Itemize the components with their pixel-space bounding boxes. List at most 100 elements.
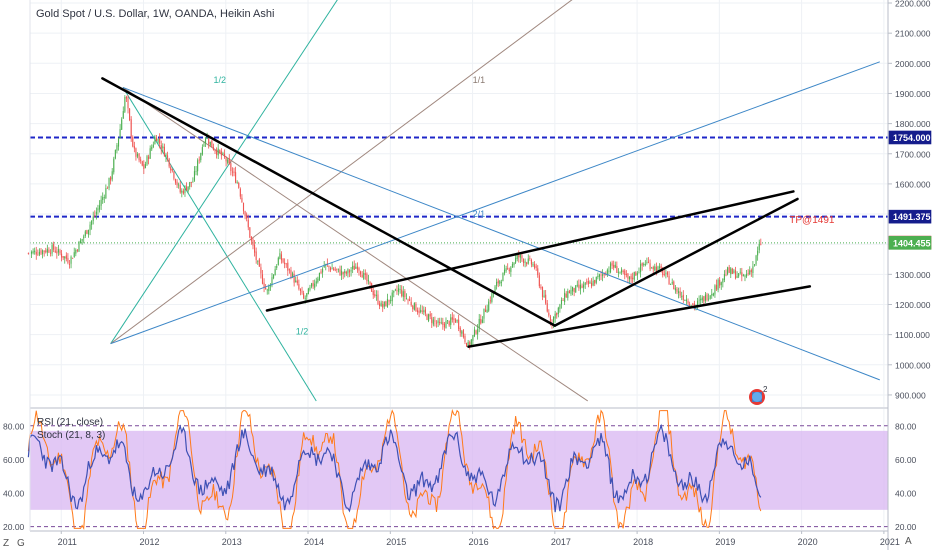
candle — [260, 263, 262, 279]
candle-body — [345, 271, 347, 274]
candle — [497, 278, 499, 288]
candle-body — [181, 190, 183, 193]
candle — [37, 249, 39, 256]
candle — [666, 271, 669, 278]
candle-body — [46, 248, 48, 253]
candle-body — [413, 302, 415, 310]
flag-badge[interactable]: 2 — [749, 385, 768, 405]
auto-scale-toggle[interactable]: A — [905, 536, 912, 547]
candle — [679, 287, 681, 298]
candle-body — [647, 261, 650, 263]
candle — [668, 271, 670, 285]
candle-body — [663, 274, 665, 275]
candle-body — [405, 298, 408, 299]
candle-body — [92, 216, 94, 221]
candle — [641, 262, 643, 271]
tool-label-z[interactable]: Z — [3, 538, 9, 549]
candle-body — [714, 285, 716, 295]
candle-body — [125, 96, 127, 99]
candle-body — [391, 292, 393, 302]
candle — [581, 283, 583, 289]
candle-body — [489, 300, 491, 302]
candle-body — [130, 119, 132, 137]
candle-body — [127, 97, 129, 109]
candle-body — [67, 257, 69, 263]
candle — [230, 160, 232, 176]
candle-body — [560, 299, 563, 305]
candle-body — [682, 294, 684, 301]
candle — [396, 285, 398, 295]
candle-body — [355, 266, 357, 269]
candle-body — [98, 205, 101, 210]
tool-label-g[interactable]: G — [17, 538, 25, 549]
candle — [534, 261, 536, 270]
candle-body — [132, 137, 134, 147]
candle-body — [288, 269, 290, 271]
candle — [521, 253, 523, 262]
candle-body — [708, 298, 710, 300]
candle-body — [733, 270, 735, 273]
candle — [739, 268, 741, 275]
price-label-box — [888, 209, 932, 224]
candle — [53, 241, 55, 253]
candle — [263, 278, 265, 293]
candle — [168, 157, 170, 169]
candle — [466, 342, 468, 347]
candle-body — [526, 262, 528, 265]
candle — [670, 283, 672, 285]
candle-body — [739, 271, 741, 273]
candle-body — [260, 267, 262, 274]
candle-body — [581, 285, 583, 288]
candle — [61, 249, 63, 262]
candle — [212, 143, 214, 151]
candle-body — [685, 299, 688, 302]
candle — [651, 266, 653, 269]
candle-body — [692, 303, 694, 305]
candle-body — [636, 273, 638, 276]
candle-body — [412, 305, 414, 310]
candle — [182, 188, 184, 195]
candle-body — [477, 329, 479, 335]
candle — [572, 286, 574, 296]
candle — [598, 273, 601, 281]
price-tick-label: 900.000 — [895, 390, 926, 400]
candle — [613, 260, 615, 271]
candle — [701, 295, 703, 304]
candle — [424, 306, 426, 317]
candle-body — [530, 259, 532, 265]
candle — [630, 273, 632, 284]
candle — [720, 281, 722, 290]
candle-body — [100, 199, 102, 206]
price-tick-label: 1300.000 — [895, 270, 931, 280]
price-tick-label: 2100.000 — [895, 29, 931, 39]
candle — [116, 142, 118, 154]
candle — [34, 247, 36, 255]
candle-body — [679, 291, 681, 296]
candle-body — [684, 300, 686, 301]
candle — [219, 149, 221, 154]
candle-body — [140, 159, 142, 161]
candle — [643, 262, 645, 267]
candle — [587, 277, 589, 288]
candle-body — [87, 229, 90, 235]
candle-body — [752, 266, 754, 274]
candle — [67, 253, 69, 265]
candle — [402, 286, 404, 302]
candle — [201, 144, 203, 156]
candle-body — [159, 138, 161, 144]
candle — [49, 249, 52, 257]
candle — [285, 262, 287, 268]
oscillator-tick-label-left: 60.00 — [3, 455, 25, 465]
candle-body — [720, 282, 722, 285]
candle-body — [84, 231, 86, 236]
candle — [364, 269, 366, 280]
candle-body — [553, 317, 555, 325]
candle-body — [284, 262, 286, 265]
candle-body — [309, 287, 311, 290]
candle-body — [402, 291, 404, 297]
candle-body — [507, 268, 509, 269]
candle — [306, 293, 308, 302]
candle — [227, 157, 229, 165]
candle-body — [568, 291, 570, 294]
